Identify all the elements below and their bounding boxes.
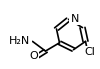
Text: O: O <box>29 51 38 61</box>
Text: N: N <box>70 14 79 24</box>
Text: Cl: Cl <box>84 47 95 57</box>
Text: H₂N: H₂N <box>9 36 30 46</box>
